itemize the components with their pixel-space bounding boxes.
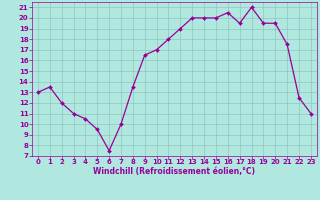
- X-axis label: Windchill (Refroidissement éolien,°C): Windchill (Refroidissement éolien,°C): [93, 167, 255, 176]
